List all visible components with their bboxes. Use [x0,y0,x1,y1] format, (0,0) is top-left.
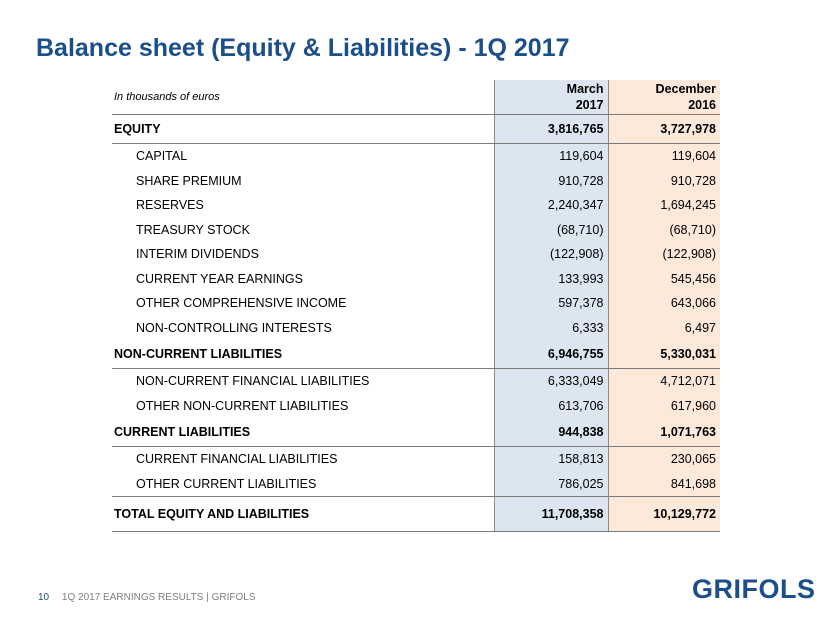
row-label: CAPITAL [136,149,188,164]
row-value-march: 6,333,049 [493,368,608,394]
row-value-march: (122,908) [493,242,608,267]
row-value-march: (68,710) [493,217,608,242]
table-row: NON-CONTROLLING INTERESTS 6,333 6,497 [112,315,720,340]
grifols-logo: GRIFOLS [692,574,816,604]
row-label: TOTAL EQUITY AND LIABILITIES [112,496,494,532]
table-row-equity: EQUITY 3,816,765 3,727,978 [112,114,720,144]
column-header-line2: 2017 [575,98,604,112]
row-value-march: 158,813 [493,446,608,472]
row-label: EQUITY [112,114,494,144]
row-label: OTHER COMPREHENSIVE INCOME [136,296,347,311]
row-value-december: (68,710) [607,217,720,242]
row-value-march: 133,993 [493,266,608,291]
table-row: INTERIM DIVIDENDS (122,908) (122,908) [112,242,720,267]
row-label: OTHER CURRENT LIABILITIES [136,476,317,491]
row-value-march: 3,816,765 [493,114,608,144]
table-row: RESERVES 2,240,347 1,694,245 [112,193,720,218]
row-value-december: 841,698 [607,471,720,497]
row-value-march: 6,333 [493,315,608,340]
row-label: SHARE PREMIUM [136,173,242,188]
table-row: CURRENT YEAR EARNINGS 133,993 545,456 [112,266,720,291]
table-row: CURRENT FINANCIAL LIABILITIES 158,813 23… [112,446,720,472]
slide-title: Balance sheet (Equity & Liabilities) - 1… [36,34,570,62]
row-label: CURRENT LIABILITIES [112,418,494,447]
row-value-march: 119,604 [493,143,608,169]
row-value-december: 1,694,245 [607,193,720,218]
row-value-december: 3,727,978 [607,114,720,144]
row-value-december: 10,129,772 [607,496,720,532]
row-value-march: 11,708,358 [493,496,608,532]
row-value-march: 597,378 [493,291,608,316]
table-row: NON-CURRENT FINANCIAL LIABILITIES 6,333,… [112,368,720,394]
row-label: OTHER NON-CURRENT LIABILITIES [136,398,349,413]
table-row: OTHER CURRENT LIABILITIES 786,025 841,69… [112,471,720,497]
row-label: NON-CONTROLLING INTERESTS [136,320,332,335]
footer-text: 1Q 2017 EARNINGS RESULTS | GRIFOLS [61,592,256,603]
column-header-march-2017: March 2017 [493,80,608,115]
page-number: 10 [38,592,50,603]
row-label: TREASURY STOCK [136,222,250,237]
row-value-december: 119,604 [607,143,720,169]
table-row-total: TOTAL EQUITY AND LIABILITIES 11,708,358 … [112,496,720,532]
row-value-december: 545,456 [607,266,720,291]
table-row-non-current-liabilities: NON-CURRENT LIABILITIES 6,946,755 5,330,… [112,340,720,369]
row-label: CURRENT YEAR EARNINGS [136,271,303,286]
row-value-march: 613,706 [493,393,608,418]
units-note: In thousands of euros [112,80,494,115]
table-row: OTHER NON-CURRENT LIABILITIES 613,706 61… [112,393,720,418]
table-row: CAPITAL 119,604 119,604 [112,143,720,169]
row-value-december: 5,330,031 [607,340,720,369]
row-value-march: 2,240,347 [493,193,608,218]
balance-sheet-table: In thousands of euros March 2017 Decembe… [112,80,720,532]
table-row: TREASURY STOCK (68,710) (68,710) [112,217,720,242]
row-value-december: 1,071,763 [607,418,720,447]
row-value-december: (122,908) [607,242,720,267]
row-value-december: 910,728 [607,168,720,193]
table-row-current-liabilities: CURRENT LIABILITIES 944,838 1,071,763 [112,418,720,447]
table-row: SHARE PREMIUM 910,728 910,728 [112,168,720,193]
row-value-march: 6,946,755 [493,340,608,369]
row-value-december: 617,960 [607,393,720,418]
row-value-december: 643,066 [607,291,720,316]
column-header-line2: 2016 [688,98,716,112]
row-label: RESERVES [136,198,204,213]
slide-footer: 10 1Q 2017 EARNINGS RESULTS | GRIFOLS [38,592,256,603]
row-label: CURRENT FINANCIAL LIABILITIES [136,452,338,467]
column-header-december-2016: December 2016 [607,80,720,115]
column-header-line1: March [566,82,604,96]
row-value-december: 230,065 [607,446,720,472]
row-value-march: 944,838 [493,418,608,447]
row-value-december: 4,712,071 [607,368,720,394]
row-value-december: 6,497 [607,315,720,340]
row-label: NON-CURRENT LIABILITIES [112,340,494,369]
row-label: NON-CURRENT FINANCIAL LIABILITIES [136,374,370,389]
table-header-row: In thousands of euros March 2017 Decembe… [112,80,720,115]
row-label: INTERIM DIVIDENDS [136,247,259,262]
row-value-march: 910,728 [493,168,608,193]
table-row: OTHER COMPREHENSIVE INCOME 597,378 643,0… [112,291,720,316]
column-header-line1: December [655,82,716,96]
row-value-march: 786,025 [493,471,608,497]
